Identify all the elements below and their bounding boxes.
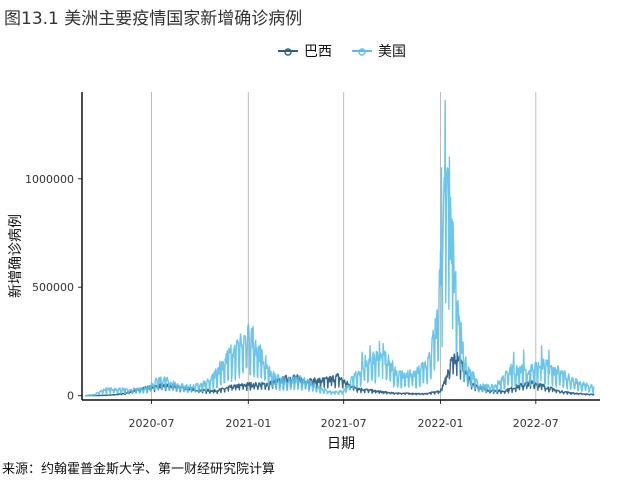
legend-key-marker: [358, 48, 366, 56]
x-tick-label: 2022-07: [513, 417, 559, 430]
axes: 2020-07 2021-01 2021-07 2022-01 2022-07 0 5000…: [25, 92, 600, 430]
legend-label: 巴西: [304, 44, 332, 60]
grid-lines: [150, 92, 537, 400]
series-line: [85, 100, 595, 397]
x-tick-label: 2021-07: [321, 417, 367, 430]
x-tick-label: 2020-07: [129, 417, 175, 430]
legend-label: 美国: [378, 44, 406, 60]
y-tick-label: 500000: [32, 281, 74, 294]
figure-title: 图13.1 美洲主要疫情国家新增确诊病例: [4, 9, 303, 29]
figure-source: 来源：约翰霍普金斯大学、第一财经研究院计算: [2, 462, 276, 477]
y-tick-label: 1000000: [25, 173, 74, 186]
legend-key-marker: [284, 48, 292, 56]
series-layer: [85, 100, 595, 397]
y-axis-title: 新增确诊病例: [8, 214, 24, 298]
x-tick-label: 2021-01: [225, 417, 271, 430]
legend: 巴西 美国: [278, 44, 406, 60]
x-tick-label: 2022-01: [418, 417, 464, 430]
y-tick-label: 0: [67, 390, 74, 403]
x-axis-title: 日期: [327, 436, 355, 452]
